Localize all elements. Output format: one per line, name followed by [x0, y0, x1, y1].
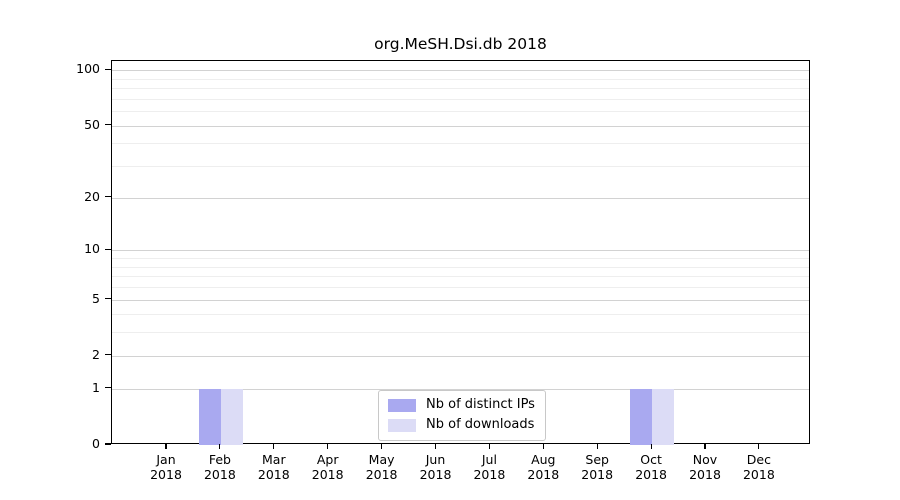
- major-gridline: [112, 388, 809, 390]
- month-label: Aug: [531, 452, 556, 467]
- year-label: 2018: [419, 467, 452, 482]
- major-gridline: [112, 250, 809, 252]
- gridlines-layer: [112, 61, 809, 443]
- x-tick-mark: [704, 444, 706, 449]
- x-tick-mark: [381, 444, 383, 449]
- x-tick-mark: [273, 444, 275, 449]
- y-tick-label: 1: [92, 379, 100, 395]
- year-label: 2018: [527, 467, 560, 482]
- bar-oct-distinct-ips: [630, 388, 653, 445]
- x-tick-mark: [488, 444, 490, 449]
- year-label: 2018: [365, 467, 398, 482]
- y-tick-label: 100: [76, 60, 100, 76]
- minor-gridline: [112, 88, 809, 89]
- x-tick-label-apr: Apr 2018: [298, 452, 358, 482]
- x-tick-label-jun: Jun 2018: [406, 452, 466, 482]
- major-gridline: [112, 70, 809, 72]
- minor-gridline: [112, 78, 809, 80]
- bars-layer: [112, 61, 809, 445]
- month-label: Jun: [425, 452, 446, 467]
- y-tick-label: 0: [92, 435, 100, 451]
- y-tick-label: 5: [92, 290, 100, 306]
- month-label: Apr: [316, 452, 339, 467]
- x-tick-mark: [165, 444, 167, 449]
- x-tick-mark: [758, 444, 760, 449]
- x-tick-label-feb: Feb 2018: [190, 452, 250, 482]
- legend-row: Nb of downloads: [388, 417, 535, 433]
- y-tick-mark: [104, 124, 111, 126]
- x-tick-mark: [650, 444, 652, 449]
- legend-label: Nb of downloads: [426, 417, 535, 433]
- minor-gridline: [112, 314, 809, 316]
- y-tick-label: 20: [84, 188, 100, 204]
- year-label: 2018: [581, 467, 614, 482]
- legend-swatch-icon: [388, 418, 416, 432]
- y-tick-mark: [104, 443, 111, 445]
- y-tick-label: 10: [84, 240, 100, 256]
- minor-gridline: [112, 143, 809, 145]
- x-tick-mark: [596, 444, 598, 449]
- x-tick-label-jan: Jan 2018: [136, 452, 196, 482]
- month-label: Nov: [692, 452, 718, 467]
- x-tick-label-nov: Nov 2018: [675, 452, 735, 482]
- year-label: 2018: [311, 467, 344, 482]
- major-gridline: [112, 299, 809, 301]
- legend-row: Nb of distinct IPs: [388, 397, 535, 413]
- bar-oct-downloads: [652, 388, 675, 445]
- legend-swatch-icon: [388, 398, 416, 412]
- month-label: Oct: [640, 452, 662, 467]
- x-tick-label-jul: Jul 2018: [459, 452, 519, 482]
- major-gridline: [112, 355, 809, 357]
- month-label: Sep: [585, 452, 609, 467]
- plot-area: [111, 60, 810, 445]
- year-label: 2018: [635, 467, 667, 482]
- month-label: Jan: [156, 452, 176, 467]
- minor-gridline: [112, 286, 809, 288]
- legend-label: Nb of distinct IPs: [426, 397, 535, 412]
- year-label: 2018: [473, 467, 506, 482]
- minor-gridline: [112, 111, 809, 113]
- x-tick-mark: [219, 444, 221, 449]
- x-tick-label-dec: Dec 2018: [729, 452, 789, 482]
- year-label: 2018: [742, 467, 775, 482]
- month-label: Mar: [262, 452, 286, 467]
- y-tick-mark: [104, 196, 111, 198]
- minor-gridline: [112, 258, 809, 259]
- x-tick-label-sep: Sep 2018: [567, 452, 627, 482]
- y-tick-mark: [104, 354, 111, 356]
- x-tick-mark: [327, 444, 329, 449]
- month-label: Jul: [481, 452, 497, 467]
- x-tick-label-oct: Oct 2018: [621, 452, 681, 482]
- minor-gridline: [112, 276, 809, 278]
- month-label: Feb: [208, 452, 231, 467]
- month-label: May: [368, 452, 395, 467]
- minor-gridline: [112, 166, 809, 168]
- legend: Nb of distinct IPs Nb of downloads: [378, 390, 546, 441]
- x-tick-label-aug: Aug 2018: [513, 452, 573, 482]
- year-label: 2018: [689, 467, 721, 482]
- major-gridline: [112, 125, 809, 127]
- y-tick-mark: [104, 248, 111, 250]
- y-tick-mark: [104, 387, 111, 389]
- x-tick-label-may: May 2018: [352, 452, 412, 482]
- chart-title: org.MeSH.Dsi.db 2018: [374, 35, 547, 53]
- minor-gridline: [112, 332, 809, 334]
- year-label: 2018: [257, 467, 290, 482]
- x-tick-mark: [542, 444, 544, 449]
- x-tick-label-mar: Mar 2018: [244, 452, 304, 482]
- year-label: 2018: [150, 467, 182, 482]
- y-tick-label: 50: [84, 116, 100, 132]
- minor-gridline: [112, 98, 809, 100]
- bar-feb-distinct-ips: [198, 388, 221, 445]
- x-tick-mark: [434, 444, 437, 449]
- y-tick-label: 2: [92, 346, 100, 362]
- minor-gridline: [112, 266, 809, 268]
- year-label: 2018: [203, 467, 236, 482]
- y-tick-mark: [104, 297, 111, 300]
- y-tick-mark: [104, 68, 111, 70]
- bar-feb-downloads: [220, 388, 243, 445]
- major-gridline: [112, 197, 809, 199]
- month-label: Dec: [746, 452, 771, 467]
